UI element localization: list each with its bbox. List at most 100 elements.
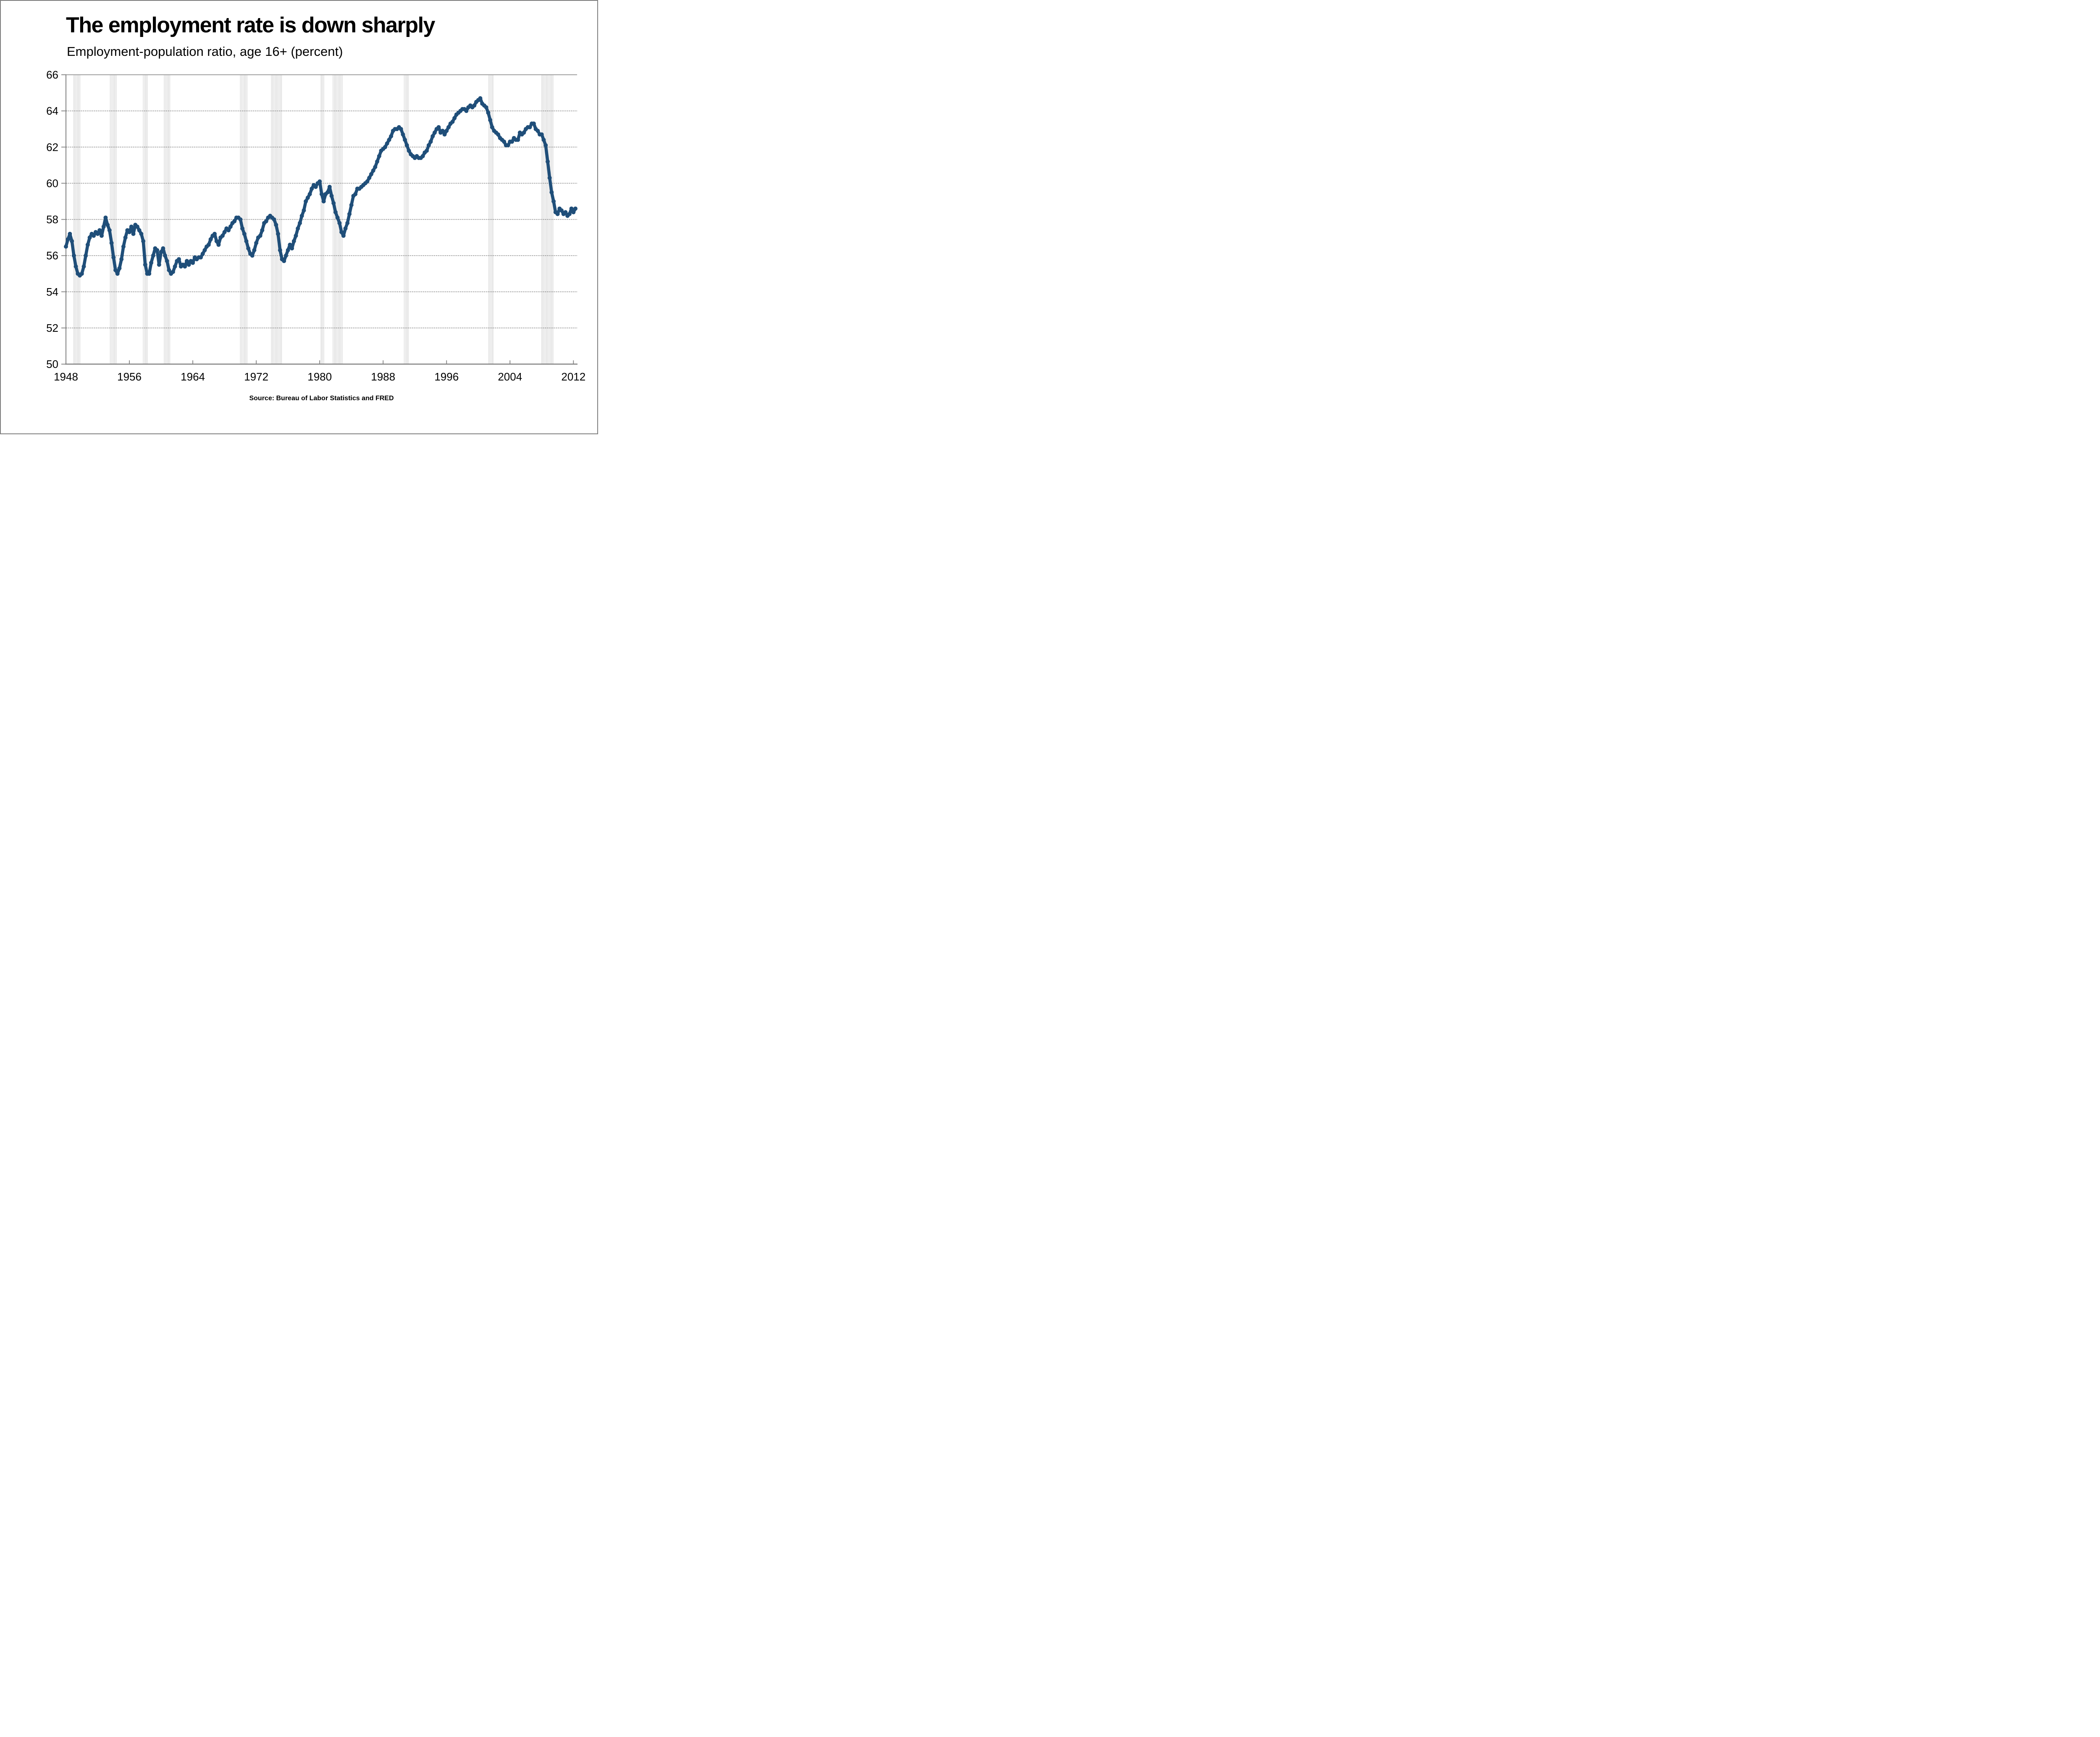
x-tick-label: 1948 xyxy=(54,370,78,383)
data-point-marker xyxy=(516,138,520,142)
data-point-marker xyxy=(111,255,116,260)
data-point-marker xyxy=(367,176,372,180)
data-point-marker xyxy=(549,190,554,194)
data-point-marker xyxy=(488,118,493,122)
data-point-marker xyxy=(567,212,572,216)
data-point-marker xyxy=(163,253,167,258)
data-point-marker xyxy=(131,231,136,236)
data-point-marker xyxy=(428,139,433,144)
data-point-marker xyxy=(92,234,96,238)
chart-subtitle: Employment-population ratio, age 16+ (pe… xyxy=(67,44,343,59)
data-point-marker xyxy=(551,199,556,204)
y-tick-label: 66 xyxy=(46,68,58,81)
data-point-marker xyxy=(244,239,249,244)
data-point-marker xyxy=(272,217,276,222)
data-point-marker xyxy=(426,143,431,147)
data-point-marker xyxy=(85,242,90,247)
data-point-marker xyxy=(296,226,300,231)
data-point-marker xyxy=(536,129,540,133)
data-point-marker xyxy=(123,235,128,240)
data-point-marker xyxy=(214,239,219,244)
data-point-marker xyxy=(258,234,262,238)
data-point-marker xyxy=(375,159,379,164)
data-point-marker xyxy=(143,262,147,267)
data-point-marker xyxy=(159,250,163,254)
data-point-marker xyxy=(569,206,574,211)
data-point-marker xyxy=(299,213,304,218)
data-point-marker xyxy=(191,260,195,265)
data-point-marker xyxy=(365,179,370,184)
source-note: Source: Bureau of Labor Statistics and F… xyxy=(249,395,394,402)
data-point-marker xyxy=(100,234,104,238)
data-point-marker xyxy=(326,190,330,194)
data-point-marker xyxy=(95,231,100,236)
data-point-marker xyxy=(502,139,507,144)
data-point-marker xyxy=(436,125,441,129)
data-point-marker xyxy=(302,208,306,213)
x-tick-label: 2004 xyxy=(498,370,522,383)
data-point-marker xyxy=(310,186,314,191)
plot-area: 50 52 54 56 58 60 62 64 66 1948 1956 1964 1972 1980 19… xyxy=(46,68,585,383)
data-point-marker xyxy=(246,246,251,251)
data-point-marker xyxy=(425,148,429,153)
data-point-marker xyxy=(288,242,292,247)
data-point-marker xyxy=(339,230,344,234)
y-tick-label: 62 xyxy=(46,141,58,153)
data-point-marker xyxy=(101,224,106,229)
data-point-marker xyxy=(541,138,546,142)
data-point-marker xyxy=(252,248,257,252)
data-point-marker xyxy=(84,253,88,258)
data-point-marker xyxy=(573,206,578,211)
data-point-marker xyxy=(383,145,387,150)
data-point-marker xyxy=(522,130,526,135)
recession-band xyxy=(142,75,148,364)
x-tick-label: 1980 xyxy=(307,370,332,383)
y-tick-label: 58 xyxy=(46,213,58,226)
data-point-marker xyxy=(403,138,407,142)
data-point-marker xyxy=(496,132,500,137)
data-point-marker xyxy=(341,234,346,238)
data-point-marker xyxy=(290,246,294,251)
data-point-marker xyxy=(186,262,191,267)
data-point-marker xyxy=(139,231,144,236)
data-point-marker xyxy=(528,125,532,129)
data-point-marker xyxy=(276,231,280,236)
data-point-marker xyxy=(547,176,552,180)
y-tick-label: 50 xyxy=(46,358,58,370)
data-point-marker xyxy=(506,143,510,147)
data-point-marker xyxy=(373,165,378,169)
data-point-marker xyxy=(563,210,568,215)
data-point-marker xyxy=(510,139,514,144)
data-point-marker xyxy=(318,179,322,184)
data-point-marker xyxy=(121,244,126,249)
data-point-marker xyxy=(70,239,74,244)
data-point-marker xyxy=(377,154,381,158)
data-point-marker xyxy=(200,252,205,256)
data-point-marker xyxy=(113,268,118,273)
data-point-marker xyxy=(369,172,373,176)
data-point-marker xyxy=(278,248,282,252)
data-point-marker xyxy=(321,199,326,204)
data-point-marker xyxy=(442,132,447,137)
data-point-marker xyxy=(147,271,152,276)
data-point-marker xyxy=(478,96,483,100)
data-point-marker xyxy=(173,264,177,269)
data-point-marker xyxy=(157,262,161,267)
data-point-marker xyxy=(294,234,298,238)
data-point-marker xyxy=(331,201,336,205)
data-point-marker xyxy=(226,228,231,233)
data-point-marker xyxy=(238,217,243,222)
data-point-marker xyxy=(149,260,153,265)
data-point-marker xyxy=(327,185,332,189)
data-point-marker xyxy=(432,130,437,135)
data-point-marker xyxy=(222,230,227,234)
data-point-marker xyxy=(216,242,221,247)
data-point-marker xyxy=(220,234,225,238)
data-point-marker xyxy=(420,154,425,158)
data-point-marker xyxy=(490,125,494,129)
recession-band xyxy=(73,75,81,364)
y-tick-label: 54 xyxy=(46,286,58,298)
data-point-marker xyxy=(199,255,203,260)
data-point-marker xyxy=(440,129,445,133)
data-point-marker xyxy=(559,208,564,213)
